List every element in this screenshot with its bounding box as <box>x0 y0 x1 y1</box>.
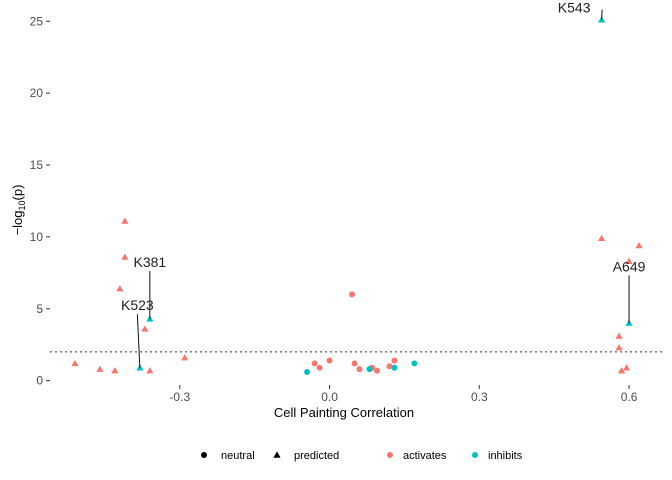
data-point <box>366 366 373 373</box>
data-points <box>71 16 643 376</box>
data-point <box>615 344 623 351</box>
y-tick-label: 0 <box>36 374 43 388</box>
data-point <box>411 360 418 367</box>
legend: neutral predicted activates inhibits <box>201 450 523 462</box>
legend-label: neutral <box>221 450 255 462</box>
y-axis-title: −log10(p) <box>10 185 27 236</box>
data-point <box>622 364 631 371</box>
data-point <box>181 354 189 361</box>
annotation-label: A649 <box>613 258 646 274</box>
annotation-label: K543 <box>558 0 591 16</box>
y-tick-label: 20 <box>30 86 44 100</box>
legend-key <box>472 452 478 458</box>
data-point <box>351 360 358 367</box>
y-tick-label: 5 <box>36 302 43 316</box>
x-tick-label: 0.6 <box>621 390 638 404</box>
x-axis: -0.3 0.0 0.3 0.6 <box>169 385 638 404</box>
annotation-label: K381 <box>133 254 166 270</box>
data-point <box>316 364 323 371</box>
data-point <box>625 257 633 265</box>
data-point <box>121 253 129 260</box>
x-tick-label: 0.3 <box>471 390 488 404</box>
legend-key <box>273 451 281 458</box>
data-point <box>635 241 643 249</box>
legend-key <box>201 452 207 458</box>
data-point <box>617 367 626 374</box>
annotation-label: K523 <box>121 297 154 313</box>
data-point <box>326 357 333 364</box>
data-point <box>598 234 606 242</box>
legend-label: inhibits <box>488 450 523 462</box>
annotation-connector <box>136 314 141 368</box>
y-axis: 0 5 10 15 20 25 <box>30 14 50 388</box>
data-point <box>141 325 149 332</box>
data-point <box>386 363 393 370</box>
data-point <box>349 291 356 298</box>
data-point <box>391 357 398 364</box>
data-point <box>111 367 119 374</box>
data-point <box>71 359 79 367</box>
point-annotations: K543 K381 K523 A649 <box>121 0 646 368</box>
data-point <box>146 367 154 374</box>
data-point <box>391 364 398 371</box>
legend-key <box>387 452 393 458</box>
y-tick-label: 10 <box>30 230 44 244</box>
data-point <box>615 332 623 339</box>
data-point <box>373 367 380 374</box>
x-axis-title: Cell Painting Correlation <box>274 405 414 420</box>
data-point <box>121 217 129 224</box>
x-tick-label: -0.3 <box>169 390 190 404</box>
legend-label: predicted <box>294 450 339 462</box>
data-point <box>304 369 311 376</box>
data-point <box>311 360 318 367</box>
x-tick-label: 0.0 <box>321 390 338 404</box>
legend-label: activates <box>403 450 447 462</box>
annotation-connector <box>601 9 603 20</box>
data-point <box>116 285 124 292</box>
data-point <box>356 366 363 373</box>
data-point <box>96 365 104 372</box>
y-tick-label: 25 <box>30 14 44 28</box>
y-tick-label: 15 <box>30 158 44 172</box>
